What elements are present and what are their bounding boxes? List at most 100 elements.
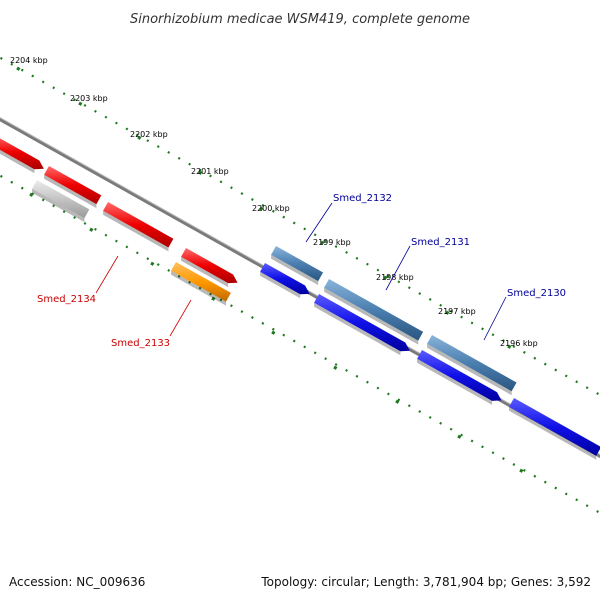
- tick-mark: [522, 350, 526, 354]
- tick-mark: [345, 368, 348, 372]
- gene-red-3[interactable]: [103, 202, 174, 252]
- tick-mark: [292, 339, 296, 343]
- label-leader: [95, 255, 119, 294]
- tick-mark: [188, 162, 192, 166]
- tick-label: 2196 kbp: [500, 339, 538, 348]
- gene-body: [32, 180, 90, 219]
- label-leader: [483, 296, 507, 341]
- tick-mark: [596, 510, 599, 513]
- tick-mark: [334, 245, 338, 248]
- tick-mark: [575, 498, 579, 502]
- tick-mark: [449, 309, 453, 313]
- gene-gray[interactable]: [32, 180, 90, 223]
- tick-mark: [104, 115, 108, 119]
- gene-shadow: [0, 149, 35, 174]
- tick-mark: [41, 198, 45, 202]
- tick-mark-major: [211, 296, 216, 301]
- tick-mark-major: [78, 101, 83, 106]
- gene-shadow: [103, 210, 169, 252]
- tick-label: 2201 kbp: [191, 167, 229, 176]
- tick-mark: [303, 345, 307, 349]
- gene-blue-2[interactable]: [314, 294, 410, 356]
- tick-mark: [575, 380, 579, 384]
- tick-mark: [282, 215, 286, 219]
- tick-mark: [533, 356, 537, 360]
- genome-summary-text: Topology: circular; Length: 3,781,904 bp…: [260, 575, 591, 589]
- tick-mark: [522, 468, 526, 472]
- tick-mark: [292, 221, 296, 225]
- gene-body: [0, 138, 44, 170]
- gene-red-4[interactable]: [181, 248, 238, 288]
- gene-smed-2132[interactable]: [271, 246, 324, 286]
- tick-mark: [41, 80, 45, 84]
- gene-shadow: [271, 254, 319, 286]
- tick-mark: [94, 227, 97, 231]
- gene-body: [171, 262, 231, 302]
- tick-mark: [366, 262, 369, 266]
- tick-mark: [0, 174, 3, 178]
- tick-mark: [219, 180, 223, 184]
- tick-mark: [0, 56, 3, 60]
- tick-mark: [470, 439, 474, 443]
- gene-smed-2133[interactable]: [171, 262, 231, 306]
- tick-mark-major: [519, 468, 524, 473]
- tick-mark: [125, 245, 129, 249]
- tick-mark: [554, 486, 558, 490]
- tick-mark: [209, 174, 212, 178]
- tick-mark: [52, 204, 56, 208]
- gene-body: [103, 202, 174, 248]
- tick-label: 2199 kbp: [313, 238, 351, 247]
- tick-mark: [428, 416, 432, 419]
- tick-mark: [73, 216, 76, 219]
- gene-blue-1[interactable]: [260, 263, 310, 299]
- gene-label-smed-2131[interactable]: Smed_2131: [411, 237, 470, 248]
- tick-mark: [156, 263, 160, 267]
- tick-mark: [585, 386, 589, 390]
- tick-mark: [209, 292, 212, 296]
- gene-label-smed-2134[interactable]: Smed_2134: [37, 294, 96, 305]
- gene-labels: Smed_2132 Smed_2131 Smed_2130 Smed_2134 …: [37, 193, 566, 349]
- gene-red-2[interactable]: [44, 166, 102, 209]
- tick-mark: [470, 321, 474, 325]
- gene-smed-2131[interactable]: [324, 279, 424, 345]
- tick-mark: [418, 292, 422, 296]
- gene-body: [427, 335, 517, 392]
- tick-mark: [543, 480, 547, 484]
- tick-mark: [114, 121, 118, 125]
- tick-mark: [188, 280, 192, 284]
- tick-mark: [125, 127, 129, 131]
- gene-label-smed-2130[interactable]: Smed_2130: [507, 288, 566, 299]
- tick-mark: [554, 368, 558, 372]
- tick-mark: [543, 362, 547, 366]
- gene-shadow: [427, 343, 512, 396]
- tick-mark: [146, 257, 150, 261]
- gene-smed-2130[interactable]: [427, 335, 517, 396]
- tick-mark: [83, 221, 87, 225]
- tick-mark: [230, 304, 233, 308]
- tick-mark: [62, 210, 66, 214]
- gene-red-1[interactable]: [0, 135, 44, 174]
- tick-mark: [73, 98, 76, 101]
- tick-mark: [481, 327, 484, 331]
- gene-label-smed-2133[interactable]: Smed_2133: [111, 338, 170, 349]
- tick-mark-major: [29, 192, 34, 197]
- tick-mark: [230, 186, 233, 190]
- tick-mark: [250, 198, 254, 201]
- gene-shadow: [260, 271, 301, 299]
- tick-mark: [282, 333, 286, 337]
- tick-mark: [177, 274, 181, 278]
- gene-track: [0, 135, 600, 460]
- tick-mark: [261, 321, 265, 325]
- gene-blue-4[interactable]: [509, 398, 600, 460]
- tick-mark: [502, 339, 505, 343]
- gene-shadow: [171, 270, 227, 306]
- tick-mark: [460, 315, 464, 319]
- gene-shadow: [509, 406, 597, 460]
- gene-label-smed-2132[interactable]: Smed_2132: [333, 193, 392, 204]
- tick-mark: [104, 233, 108, 237]
- tick-label: 2198 kbp: [376, 273, 414, 282]
- tick-mark: [512, 345, 516, 348]
- tick-mark: [313, 233, 317, 237]
- gene-blue-3[interactable]: [417, 350, 502, 405]
- tick-mark: [219, 298, 223, 302]
